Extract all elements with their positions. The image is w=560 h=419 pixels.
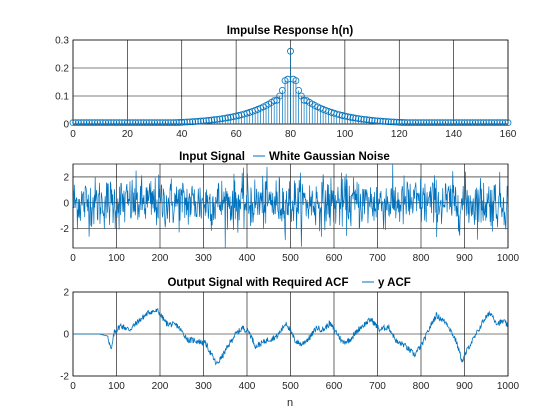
- grid: [72, 291, 509, 377]
- y-tick-label: 0: [63, 330, 69, 341]
- x-tick-label: 1000: [497, 253, 520, 264]
- stem-marker: [384, 118, 392, 126]
- x-ticks: 0 100 200 300 400 500 600 700 800 900 1000: [70, 381, 519, 392]
- y-tick-label: -2: [60, 224, 69, 235]
- x-tick-label: 700: [369, 253, 386, 264]
- x-tick-label: 0: [70, 129, 76, 140]
- x-tick-label: 100: [108, 381, 125, 392]
- stem-marker: [346, 113, 354, 121]
- stem-marker: [401, 119, 409, 126]
- line-series: [73, 308, 508, 366]
- stem-marker: [295, 87, 303, 94]
- x-ticks: 0 20 40 60 80 100 120 140 160: [70, 129, 517, 140]
- stem-marker: [390, 118, 398, 126]
- chart-title: Input Signal: [179, 151, 245, 163]
- stem-marker: [355, 115, 362, 122]
- x-tick-label: 300: [195, 381, 212, 392]
- x-axis-label: n: [287, 397, 293, 409]
- x-tick-label: 100: [337, 129, 354, 140]
- x-tick-label: 400: [239, 381, 256, 392]
- line-series: [72, 163, 508, 248]
- y-tick-label: 0: [63, 120, 69, 131]
- x-tick-label: 60: [231, 129, 243, 140]
- legend-entry: White Gaussian Noise: [269, 151, 390, 163]
- x-tick-label: 140: [445, 129, 462, 140]
- x-tick-label: 200: [152, 381, 169, 392]
- y-tick-label: 0.2: [55, 64, 69, 75]
- x-tick-label: 120: [391, 129, 408, 140]
- x-tick-label: 80: [285, 129, 297, 140]
- stem-marker: [287, 47, 294, 55]
- chart-title: Impulse Response h(n): [227, 25, 354, 37]
- stem-marker: [352, 114, 360, 122]
- panel-input-signal: -2 0 2 0 100 200 300 400 500 600 700 800 900 1000 In…: [60, 151, 519, 264]
- x-tick-label: 900: [456, 253, 473, 264]
- stem-marker: [395, 118, 403, 126]
- x-tick-label: 20: [122, 129, 134, 140]
- stem-marker: [376, 117, 384, 125]
- y-tick-label: -2: [60, 372, 69, 383]
- x-tick-label: 500: [282, 253, 299, 264]
- panel-impulse-response: 0 0.1 0.2 0.3 0 20 40 60 80 100 120 140 160 Impulse…: [55, 25, 517, 140]
- stem-marker: [379, 117, 387, 125]
- y-ticks: -2 0 2: [60, 172, 69, 235]
- stem-series: [69, 47, 512, 126]
- x-tick-label: 100: [108, 253, 125, 264]
- x-tick-label: 600: [326, 253, 343, 264]
- noise-line: [72, 163, 508, 248]
- chart-title: Output Signal with Required ACF: [167, 277, 348, 289]
- stem-marker: [344, 113, 351, 121]
- x-ticks: 0 100 200 300 400 500 600 700 800 900 1000: [70, 253, 519, 264]
- y-ticks: -2 0 2: [60, 288, 69, 383]
- stem-marker: [363, 116, 371, 124]
- stem-marker: [371, 117, 379, 124]
- x-tick-label: 500: [282, 381, 299, 392]
- y-tick-label: 0.3: [55, 36, 69, 47]
- stem-marker: [504, 119, 512, 126]
- stem-marker: [368, 116, 376, 124]
- stem-marker: [374, 117, 381, 125]
- x-tick-label: 300: [195, 253, 212, 264]
- y-tick-label: 0.1: [55, 92, 69, 103]
- stem-marker: [387, 118, 395, 126]
- stem-marker: [393, 118, 400, 126]
- x-tick-label: 900: [456, 381, 473, 392]
- x-tick-label: 800: [413, 253, 430, 264]
- stem-marker: [341, 112, 349, 120]
- x-tick-label: 400: [239, 253, 256, 264]
- x-tick-label: 40: [176, 129, 188, 140]
- stem-marker: [360, 115, 368, 123]
- x-tick-label: 160: [500, 129, 517, 140]
- panel-output-signal: -202 0 100 200 300 400 500 600 700 800 900 1000 Ou…: [60, 277, 519, 409]
- stem-marker: [349, 114, 357, 122]
- legend-entry: y ACF: [378, 277, 411, 289]
- stem-marker: [357, 115, 365, 123]
- y-tick-label: 2: [63, 172, 69, 183]
- stem-marker: [292, 77, 300, 84]
- x-tick-label: 0: [70, 253, 76, 264]
- x-tick-label: 200: [152, 253, 169, 264]
- x-tick-label: 600: [326, 381, 343, 392]
- y-tick-label: 2: [63, 288, 69, 299]
- x-tick-label: 700: [369, 381, 386, 392]
- x-tick-label: 1000: [497, 381, 520, 392]
- y-tick-label: 0: [63, 198, 69, 209]
- stem-marker: [398, 119, 406, 126]
- stem-marker: [382, 118, 390, 125]
- output-line: [73, 308, 508, 366]
- x-tick-label: 0: [70, 381, 76, 392]
- x-tick-label: 800: [413, 381, 430, 392]
- y-ticks: 0 0.1 0.2 0.3: [55, 36, 69, 131]
- stem-marker: [365, 116, 373, 124]
